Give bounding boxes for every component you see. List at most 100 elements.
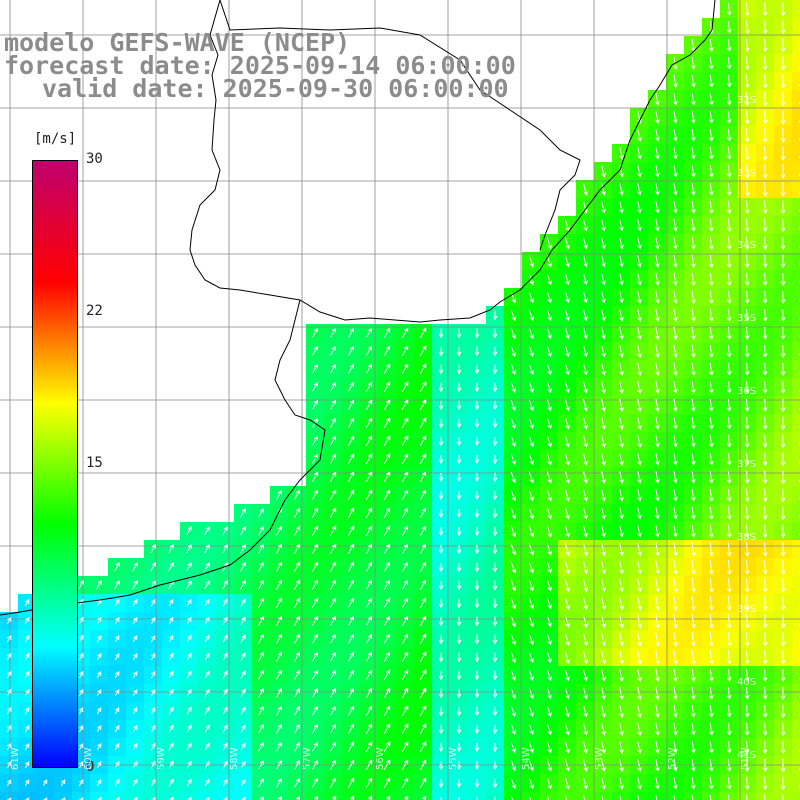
wind-arrow	[762, 327, 768, 340]
wind-arrow	[583, 705, 588, 718]
wind-arrow	[294, 687, 300, 698]
wind-arrow	[726, 541, 732, 558]
wind-speed-cell	[792, 342, 800, 360]
wind-arrow	[619, 183, 624, 196]
wind-arrow	[546, 309, 552, 322]
wind-arrow	[186, 616, 192, 625]
wind-arrow	[456, 598, 462, 609]
wind-arrow	[673, 93, 678, 106]
wind-arrow	[528, 471, 534, 484]
wind-arrow	[565, 291, 570, 304]
wind-arrow	[780, 38, 786, 53]
wind-arrow	[204, 544, 210, 554]
wind-arrow	[240, 706, 246, 715]
wind-arrow	[168, 670, 174, 679]
wind-arrow	[347, 453, 355, 464]
wind-arrow	[583, 471, 588, 484]
wind-arrow	[456, 670, 462, 681]
wind-arrow	[510, 723, 516, 735]
wind-arrow	[294, 705, 300, 716]
wind-arrow	[510, 795, 514, 800]
wind-arrow	[691, 650, 696, 665]
wind-arrow	[601, 183, 606, 196]
wind-arrow	[726, 687, 732, 700]
wind-arrow	[312, 327, 319, 338]
wind-arrow	[762, 164, 768, 179]
wind-arrow	[655, 237, 660, 250]
lat-label: 41S	[737, 750, 757, 761]
wind-arrow	[564, 614, 571, 629]
wind-arrow	[528, 381, 534, 394]
wind-arrow	[402, 561, 409, 572]
wind-arrow	[456, 706, 462, 717]
wind-arrow	[726, 669, 732, 682]
wind-arrow	[419, 579, 427, 590]
lat-label: 40S	[737, 677, 757, 688]
wind-arrow	[365, 435, 373, 446]
wind-arrow	[637, 399, 642, 412]
wind-arrow	[564, 489, 570, 502]
wind-arrow	[691, 326, 696, 341]
wind-arrow	[365, 687, 373, 698]
wind-arrow	[276, 723, 282, 734]
wind-arrow	[311, 489, 319, 500]
wind-arrow	[114, 635, 120, 643]
wind-arrow	[780, 344, 786, 359]
wind-arrow	[401, 327, 409, 338]
wind-arrow	[619, 578, 624, 593]
wind-arrow	[601, 219, 606, 232]
wind-arrow	[601, 525, 606, 538]
wind-arrow	[637, 380, 642, 395]
wind-arrow	[673, 542, 678, 557]
wind-arrow	[438, 670, 444, 681]
wind-arrow	[744, 74, 750, 89]
wind-arrow	[619, 650, 625, 665]
wind-arrow	[456, 724, 462, 735]
wind-arrow	[708, 290, 714, 305]
lon-label: 51W	[740, 747, 751, 770]
wind-arrow	[601, 669, 606, 682]
wind-arrow	[744, 614, 750, 629]
wind-arrow	[383, 687, 391, 698]
wind-arrow	[277, 795, 282, 800]
wind-arrow	[7, 797, 12, 800]
wind-arrow	[708, 524, 714, 539]
wind-arrow	[258, 723, 264, 734]
wind-arrow	[258, 759, 264, 770]
wind-arrow	[383, 489, 391, 500]
wind-arrow	[655, 723, 660, 736]
wind-speed-cell	[792, 396, 800, 414]
wind-arrow	[673, 381, 678, 394]
wind-arrow	[744, 327, 750, 340]
wind-arrow	[240, 724, 246, 733]
wind-arrow	[673, 201, 678, 214]
wind-speed-cell	[432, 792, 450, 800]
wind-arrow	[691, 254, 696, 269]
wind-arrow	[744, 470, 750, 485]
wind-arrow	[546, 579, 552, 592]
wind-arrow	[601, 363, 606, 376]
wind-arrow	[96, 616, 102, 625]
wind-arrow	[762, 758, 768, 773]
wind-arrow	[655, 344, 660, 359]
wind-arrow	[6, 779, 12, 787]
wind-arrow	[691, 290, 696, 305]
wind-arrow	[744, 452, 750, 467]
wind-arrow	[24, 688, 30, 697]
wind-arrow	[365, 759, 373, 770]
wind-arrow	[601, 507, 606, 520]
wind-arrow	[419, 723, 427, 735]
wind-arrow	[456, 491, 462, 501]
wind-arrow	[601, 201, 606, 214]
wind-arrow	[744, 20, 750, 35]
wind-arrow	[329, 579, 337, 590]
wind-arrow	[312, 435, 319, 446]
wind-arrow	[474, 346, 480, 357]
wind-arrow	[438, 580, 444, 591]
wind-arrow	[510, 759, 516, 772]
wind-arrow	[365, 777, 373, 788]
colorbar-tick-22: 22	[86, 303, 103, 319]
wind-arrow	[708, 326, 714, 341]
wind-arrow	[132, 742, 138, 751]
